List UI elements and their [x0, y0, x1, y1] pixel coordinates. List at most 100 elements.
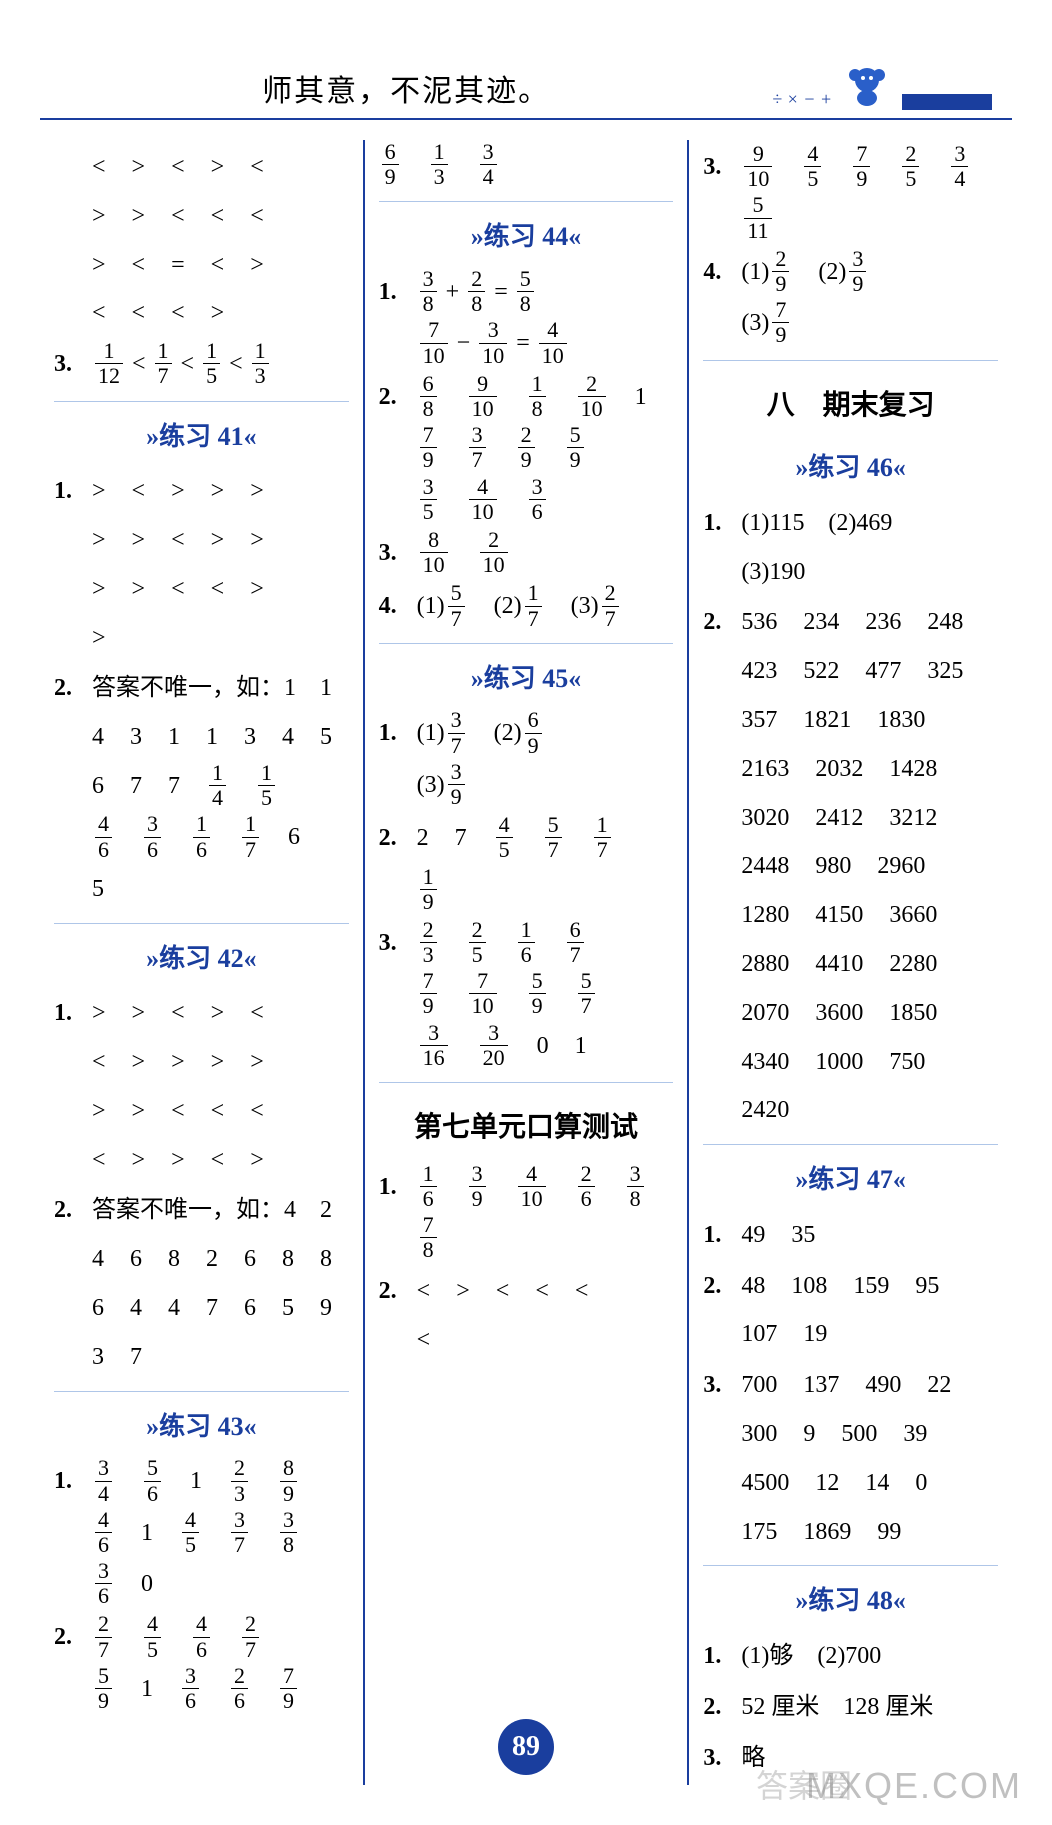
item-number: 3.	[703, 144, 721, 191]
fraction: 17	[155, 339, 172, 388]
fraction: 23	[420, 918, 437, 967]
fraction: 410	[469, 475, 497, 524]
value: <	[417, 1327, 431, 1353]
item-number: 1.	[379, 1164, 397, 1211]
item-number: 3.	[703, 1735, 721, 1782]
fraction: 36	[95, 1559, 112, 1608]
value: 3212	[889, 805, 937, 831]
value: <	[211, 1098, 225, 1124]
item-number: 2.	[379, 815, 397, 862]
fraction: 23	[231, 1456, 248, 1505]
answer-item: 3.112 < 17 < 15 < 13	[54, 341, 349, 390]
value: 477	[865, 658, 901, 684]
value: >	[211, 300, 225, 326]
answer-row: 4935	[741, 1212, 998, 1259]
answer-row: 128041503660	[741, 892, 998, 939]
value: <	[535, 1278, 549, 1304]
item-number: 3.	[54, 341, 72, 388]
value: 108	[791, 1273, 827, 1299]
fraction: 316	[420, 1021, 448, 1070]
answer-row: 463616176	[92, 814, 349, 863]
answer-row: 43401000750	[741, 1039, 998, 1086]
fraction: 511	[744, 193, 771, 242]
answer-row: >><<>	[92, 566, 349, 613]
fraction: 57	[545, 813, 562, 862]
value: 137	[803, 1372, 839, 1398]
fraction: 410	[539, 318, 567, 367]
fraction: 34	[951, 142, 968, 191]
fraction: 35	[420, 475, 437, 524]
value: >	[211, 1049, 225, 1075]
value: 3660	[889, 902, 937, 928]
value: 6	[92, 1295, 104, 1321]
page-number: 89	[498, 1719, 554, 1775]
value: 423	[741, 658, 777, 684]
value: 248	[927, 609, 963, 635]
value: <	[92, 154, 106, 180]
value: >	[92, 576, 106, 602]
answer-item: 2.答案不唯一，如：1 1431134567714154636161765	[54, 665, 349, 912]
answer-row: 810210	[417, 530, 674, 579]
fraction: 89	[280, 1456, 297, 1505]
value: (1)够 (2)700	[741, 1643, 881, 1669]
value: 4	[92, 724, 104, 750]
value: 5	[92, 876, 104, 902]
answer-item: 2.53623423624842352247732535718211830216…	[703, 599, 998, 1134]
fraction: 36	[182, 1664, 199, 1713]
item-number: 2.	[703, 599, 721, 646]
value: >	[92, 1000, 106, 1026]
value: >	[171, 1147, 185, 1173]
item-number: 1.	[54, 468, 72, 515]
value: >	[132, 1098, 146, 1124]
fraction: 27	[95, 1612, 112, 1661]
answer-row: >	[92, 615, 349, 662]
value: 6	[244, 1246, 256, 1272]
fraction: 59	[95, 1664, 112, 1713]
value: 4410	[815, 951, 863, 977]
fraction: 17	[594, 813, 611, 862]
value: >	[132, 1147, 146, 1173]
fraction: 56	[144, 1456, 161, 1505]
column-3: 3.91045792534511 4.(1)29(2)39(3)79 八 期末复…	[687, 140, 1012, 1785]
value: <	[171, 576, 185, 602]
answer-item: 1.345612389461453738360	[54, 1458, 349, 1610]
answer-row: (1)115 (2)469	[741, 500, 998, 547]
answer-row: 37	[92, 1334, 349, 1381]
item-number: 3.	[379, 530, 397, 577]
fraction: 57	[578, 969, 595, 1018]
answer-row: 360	[92, 1561, 349, 1610]
fraction: 27	[602, 581, 619, 630]
answer-item: 4.(1)29(2)39(3)79	[703, 249, 998, 350]
value: 39	[903, 1421, 927, 1447]
answer-row: 691334	[379, 142, 674, 191]
item-number: 3.	[379, 920, 397, 967]
value: 3	[130, 724, 142, 750]
value: 19	[803, 1321, 827, 1347]
value: <	[171, 203, 185, 229]
fraction: 37	[469, 423, 486, 472]
answer-item: 1.38 + 28 = 58710 − 310 = 410	[379, 269, 674, 370]
value: <	[575, 1278, 589, 1304]
value: 1	[575, 1033, 587, 1059]
value: 300	[741, 1421, 777, 1447]
value: 2280	[889, 951, 937, 977]
answer-row: <	[417, 1317, 674, 1364]
answer-row: 19	[417, 867, 674, 916]
value: >	[250, 1147, 264, 1173]
answer-item: 1.4935	[703, 1212, 998, 1259]
exercise-title: »练习 42«	[54, 934, 349, 985]
value: >	[92, 203, 106, 229]
fraction: 46	[95, 1508, 112, 1557]
column-2: 691334 »练习 44« 1.38 + 28 = 58710 − 310 =…	[363, 140, 688, 1785]
fraction: 710	[469, 969, 497, 1018]
exercise-title: »练习 41«	[54, 412, 349, 463]
item-number: 2.	[54, 665, 72, 712]
answer-row: (3)39	[417, 762, 674, 811]
answer-row: <><<<	[417, 1268, 674, 1315]
value: >	[171, 1049, 185, 1075]
fraction: 810	[420, 528, 448, 577]
equation: 38 + 28 = 58	[417, 269, 674, 318]
answer-row: 31632001	[417, 1023, 674, 1072]
answer-item: 3.2325166779710595731632001	[379, 920, 674, 1072]
item-number: 2.	[703, 1263, 721, 1310]
